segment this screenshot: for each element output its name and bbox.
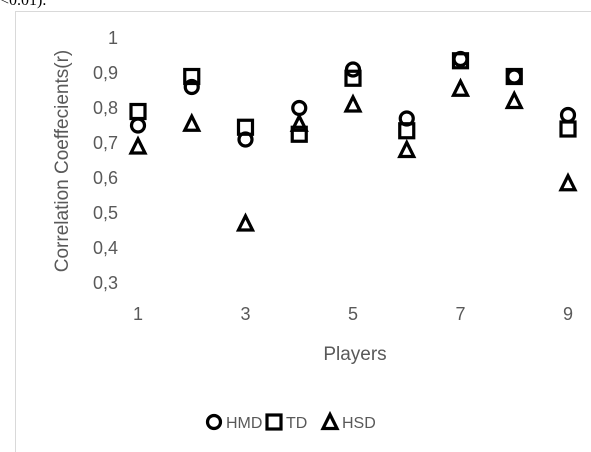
td-point xyxy=(344,69,362,87)
y-tick-label: 0,6 xyxy=(93,168,118,188)
hmd-point xyxy=(183,78,200,96)
legend: HMD TD HSD xyxy=(205,410,376,432)
y-tick-label: 0,7 xyxy=(93,133,118,153)
hmd-point xyxy=(129,117,147,134)
header-fragment: <0.01). xyxy=(0,0,47,9)
legend-label: TD xyxy=(286,415,307,432)
hsd-point xyxy=(182,112,202,132)
data-points xyxy=(128,50,578,232)
hmd-point xyxy=(452,50,469,68)
x-tick-label: 1 xyxy=(133,304,143,324)
chart-frame-top-border xyxy=(15,11,591,12)
td-point xyxy=(129,102,147,121)
x-tick-label: 7 xyxy=(455,304,465,324)
y-tick-label: 0,3 xyxy=(93,273,118,293)
td-point xyxy=(183,67,201,86)
td-point xyxy=(559,120,577,138)
hsd-legend-marker xyxy=(320,410,340,431)
hsd-point xyxy=(343,93,363,113)
td-point xyxy=(290,125,308,143)
y-tick-label: 0,8 xyxy=(93,98,118,118)
y-tick-label: 1 xyxy=(108,28,118,48)
x-axis-title: Players xyxy=(323,344,386,365)
y-axis-title: Correlation Coeffecients(r) xyxy=(52,50,73,272)
legend-label: HMD xyxy=(226,415,262,432)
hsd-point xyxy=(450,77,471,97)
y-tick-label: 0,5 xyxy=(93,203,118,223)
x-axis-ticks: 1 3 5 7 9 xyxy=(133,304,573,324)
hsd-point xyxy=(397,138,417,159)
hmd-point xyxy=(398,110,415,127)
x-tick-label: 5 xyxy=(348,304,358,324)
y-axis-ticks: 0,3 0,4 0,5 0,6 0,7 0,8 0,9 1 xyxy=(93,28,118,293)
td-legend-marker xyxy=(265,413,283,431)
hsd-point xyxy=(504,89,524,110)
y-tick-label: 0,9 xyxy=(93,63,118,83)
hmd-point xyxy=(237,131,254,148)
legend-label: HSD xyxy=(342,415,376,432)
x-tick-label: 9 xyxy=(563,304,573,324)
y-tick-label: 0,4 xyxy=(93,238,118,258)
hmd-point xyxy=(506,68,523,85)
hmd-legend-marker xyxy=(205,413,223,431)
chart-frame-left-border xyxy=(15,11,16,452)
hsd-point xyxy=(289,112,309,132)
hmd-point xyxy=(291,99,308,117)
hsd-point xyxy=(235,212,256,232)
hsd-point xyxy=(558,172,578,192)
x-tick-label: 3 xyxy=(240,304,250,324)
hsd-point xyxy=(128,135,148,155)
hmd-point xyxy=(344,61,362,78)
hmd-point xyxy=(559,106,577,124)
